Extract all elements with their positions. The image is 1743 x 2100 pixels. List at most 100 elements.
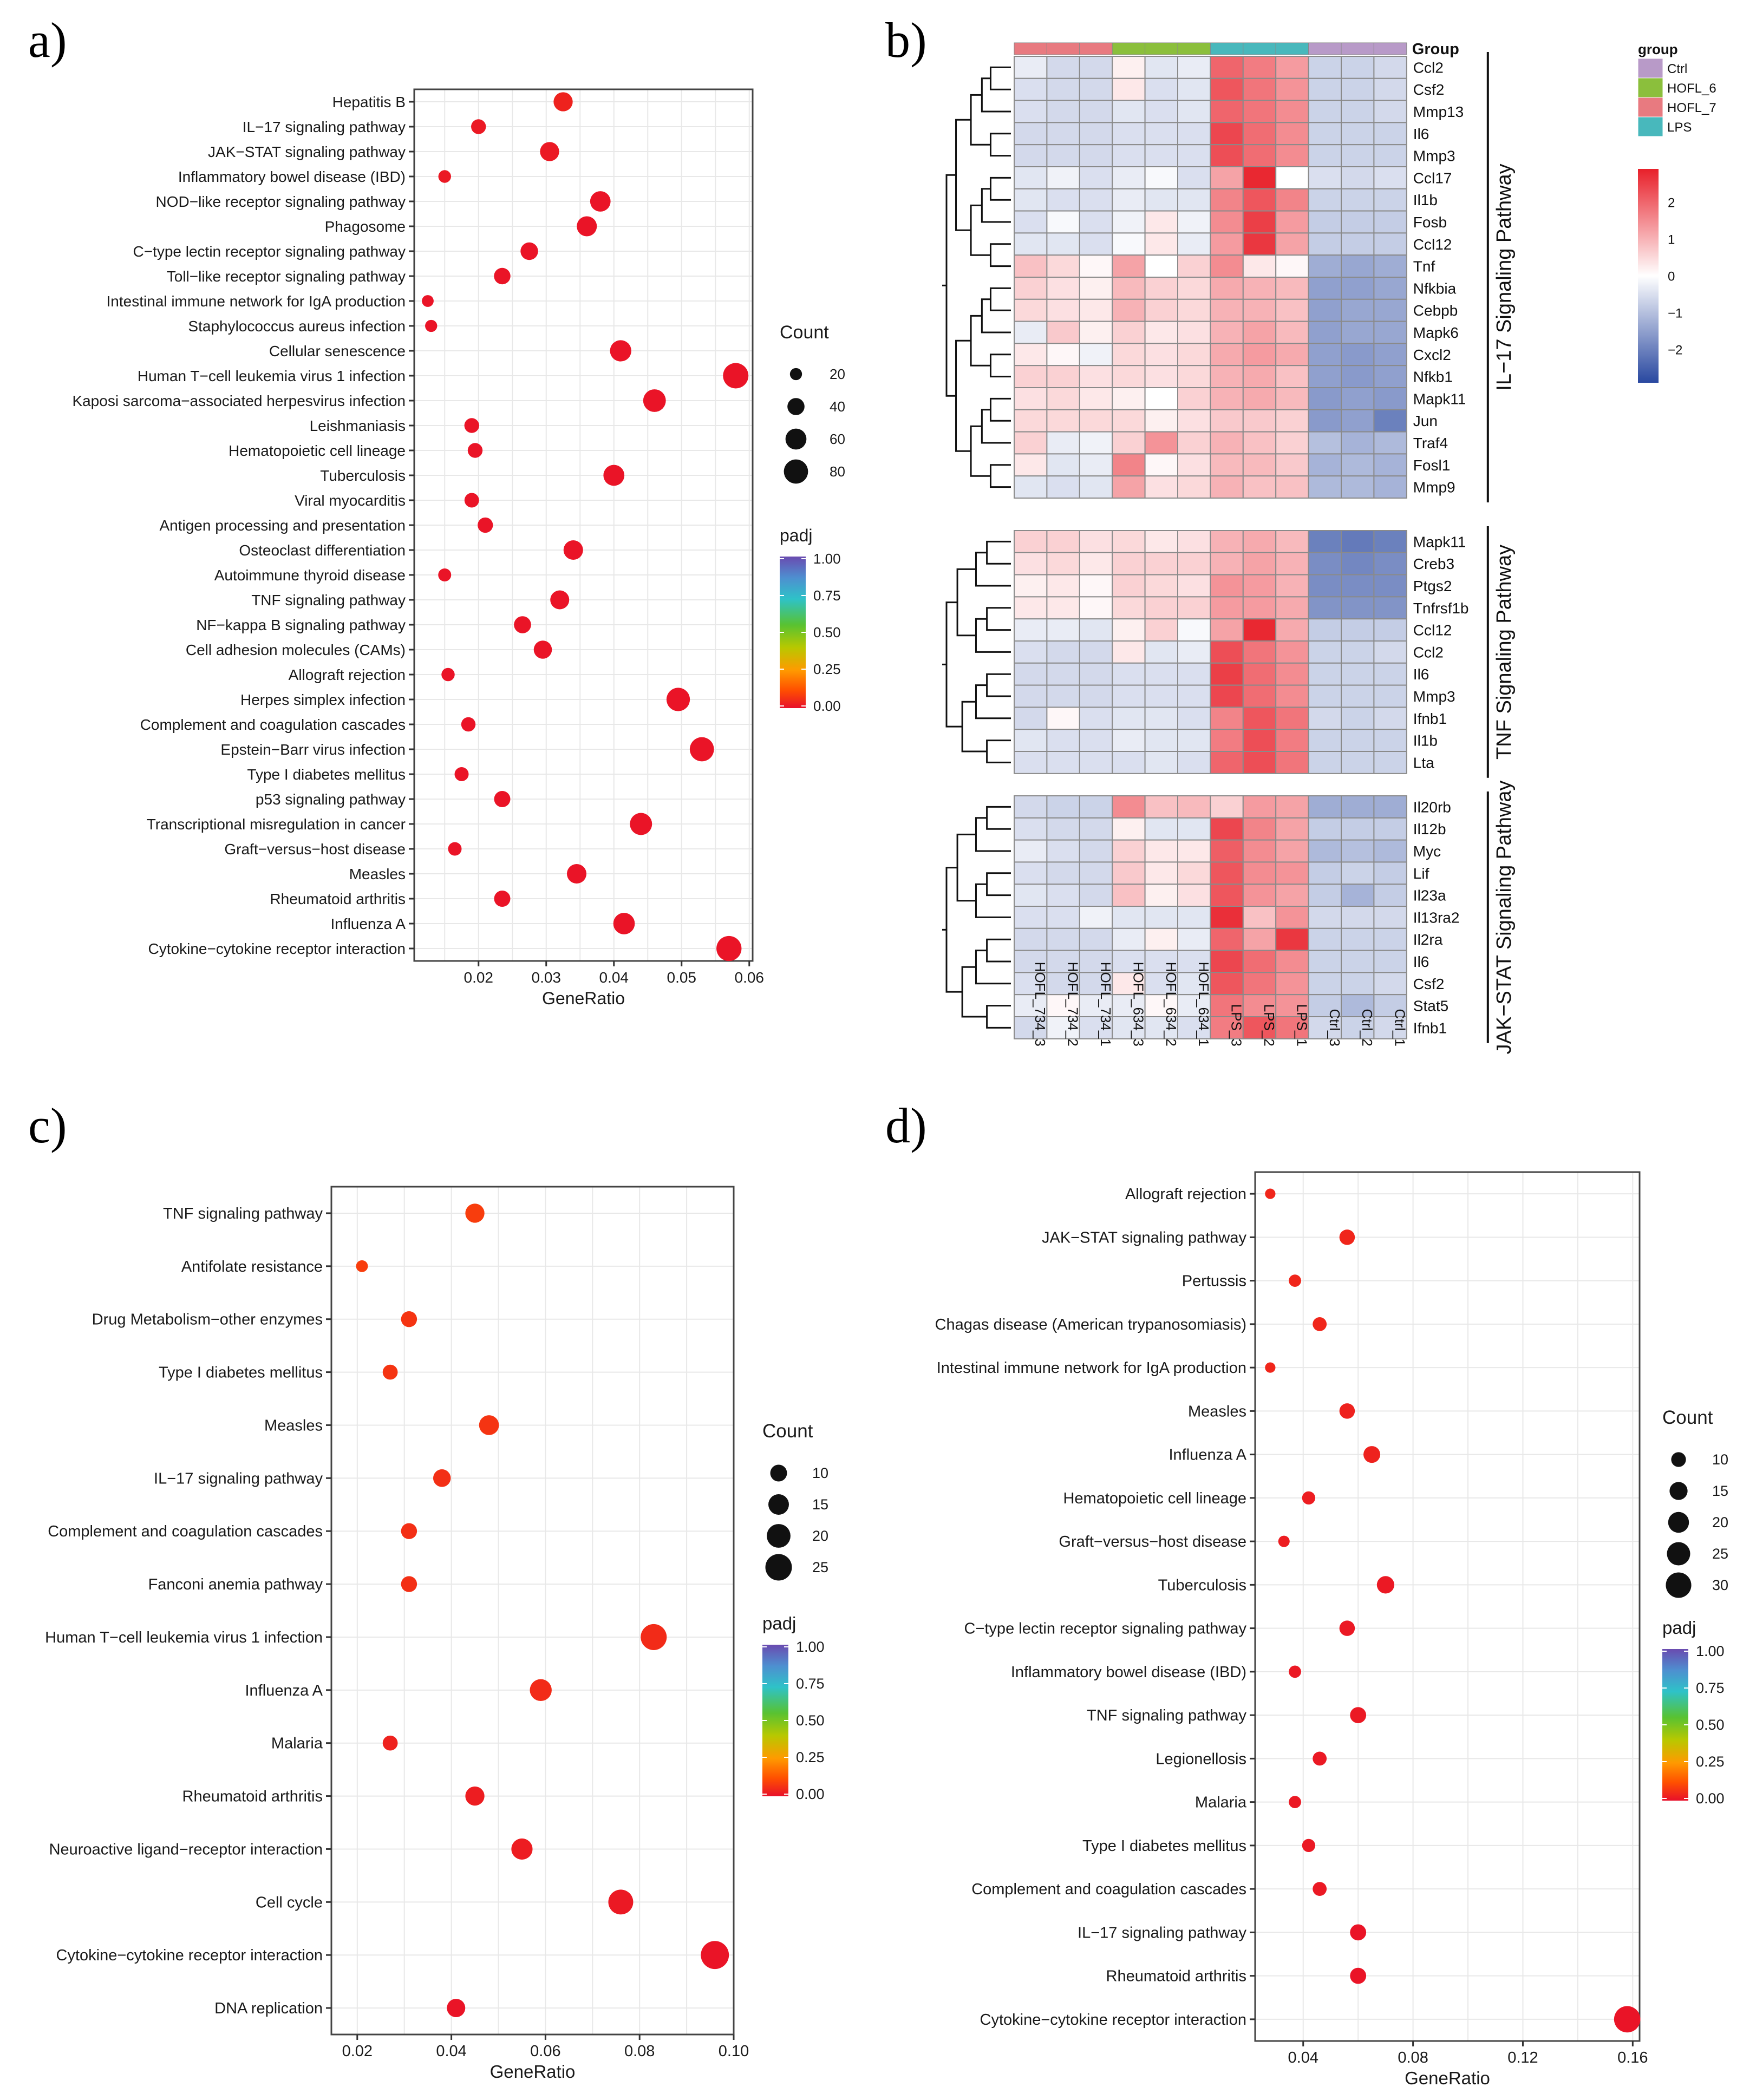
heatmap-cell: [1079, 684, 1113, 708]
heatmap-cell: [1242, 706, 1277, 730]
heatmap-cell: [1373, 277, 1407, 300]
heatmap-cell: [1242, 861, 1277, 885]
chart-a: Hepatitis B IL−17 signaling pathway JAK−ST…: [72, 88, 845, 1008]
group-annotation-cell: [1046, 42, 1080, 55]
heatmap-cell: [1210, 906, 1244, 929]
heatmap-cell: [1014, 751, 1048, 774]
heatmap-cell: [1144, 277, 1179, 300]
x-tick-label: 0.04: [436, 2043, 466, 2060]
x-tick-label: 0.12: [1507, 2049, 1538, 2066]
heatmap-cell: [1210, 188, 1244, 212]
data-point: [701, 1941, 729, 1970]
heatmap-cell: [1275, 927, 1309, 951]
heatmap-cell: [1210, 994, 1244, 1017]
heatmap-cell: [1275, 817, 1309, 841]
heatmap-cell: [1341, 232, 1375, 256]
y-tick-label: TNF signaling pathway: [251, 592, 406, 609]
heatmap-cell: [1210, 343, 1244, 367]
heatmap-cell: [1210, 684, 1244, 708]
heatmap-cell: [1373, 365, 1407, 389]
size-legend-dot: [1671, 1452, 1686, 1467]
heatmap-cell: [1014, 618, 1048, 642]
y-tick-label: Hematopoietic cell lineage: [1063, 1490, 1246, 1507]
group-annotation-cell: [1079, 42, 1113, 55]
row-label: Il6: [1413, 666, 1429, 683]
color-legend-label: 0.00: [813, 698, 841, 714]
heatmap-cell: [1046, 839, 1080, 863]
panel-label-a: a): [28, 12, 67, 68]
heatmap-cell: [1014, 77, 1048, 101]
heatmap-cell: [1046, 56, 1080, 79]
y-tick-label: Human T−cell leukemia virus 1 infection: [45, 1629, 323, 1646]
heatmap-cell: [1275, 188, 1309, 212]
heatmap-cell: [1341, 298, 1375, 322]
heatmap-cell: [1177, 662, 1211, 686]
heatmap-cell: [1210, 365, 1244, 389]
heatmap-cell: [1079, 1016, 1113, 1039]
chart-c: TNF signaling pathway Antifolate resistan…: [45, 1186, 828, 2082]
heatmap-cell: [1079, 729, 1113, 752]
y-tick-label: Cytokine−cytokine receptor interaction: [148, 940, 406, 957]
heatmap-cell: [1308, 475, 1342, 499]
heatmap-cell: [1242, 596, 1277, 620]
data-point: [1339, 1403, 1355, 1419]
heatmap-cell: [1308, 861, 1342, 885]
heatmap-cell: [1014, 927, 1048, 951]
heatmap-cell: [1177, 77, 1211, 101]
data-point: [1289, 1274, 1301, 1287]
heatmap-cell: [1112, 861, 1146, 885]
heatmap-cell: [1242, 839, 1277, 863]
heatmap-cell: [1177, 706, 1211, 730]
color-legend-label: 0.25: [1696, 1754, 1725, 1770]
y-tick-label: Malaria: [1195, 1794, 1247, 1811]
heatmap-cell: [1308, 795, 1342, 819]
color-legend-label: 0.75: [813, 587, 841, 604]
dendrogram-branch: [981, 298, 1011, 333]
row-label: Mmp13: [1413, 103, 1464, 120]
data-point: [643, 389, 666, 412]
heatmap-cell: [1079, 839, 1113, 863]
heatmap-cell: [1144, 817, 1179, 841]
heatmap-cell: [1144, 729, 1179, 752]
heatmap-cell: [1210, 861, 1244, 885]
column-label: HOFL_634_2: [1163, 962, 1179, 1046]
heatmap-cell: [1210, 662, 1244, 686]
y-tick-label: DNA replication: [214, 2000, 323, 2017]
heatmap-cell: [1112, 795, 1146, 819]
heatmap-cell: [1144, 122, 1179, 146]
heatmap-cell: [1144, 574, 1179, 598]
y-tick-label: Fanconi anemia pathway: [148, 1576, 323, 1593]
size-legend-title: Count: [762, 1421, 813, 1442]
heatmap-cell: [1014, 475, 1048, 499]
heatmap-cell: [1144, 618, 1179, 642]
size-legend-dot: [765, 1554, 792, 1581]
y-tick-label: Complement and coagulation cascades: [971, 1881, 1246, 1898]
heatmap-cell: [1046, 927, 1080, 951]
heatmap-cell: [1014, 640, 1048, 664]
heatmap-cell: [1308, 365, 1342, 389]
color-legend-label: 1.00: [1696, 1643, 1725, 1659]
heatmap-cell: [1177, 277, 1211, 300]
heatmap-cell: [1373, 166, 1407, 189]
data-point: [1289, 1665, 1301, 1678]
heatmap-cell: [1177, 596, 1211, 620]
heatmap-cell: [1177, 927, 1211, 951]
heatmap-cell: [1014, 684, 1048, 708]
row-label: Il13ra2: [1413, 909, 1460, 926]
dendrogram-branch: [970, 425, 991, 477]
heatmap-cell: [1210, 950, 1244, 973]
heatmap-cell: [1177, 453, 1211, 477]
heatmap-cell: [1046, 662, 1080, 686]
heatmap-cell: [1177, 232, 1211, 256]
heatmap-cell: [1046, 387, 1080, 410]
heatmap-cell: [1275, 409, 1309, 433]
heatmap-cell: [1144, 640, 1179, 664]
y-tick-label: Neuroactive ligand−receptor interaction: [49, 1841, 323, 1858]
size-legend-dot: [787, 398, 805, 415]
heatmap-cell: [1308, 817, 1342, 841]
group-annotation-cell: [1373, 42, 1407, 55]
group-legend-label: HOFL_6: [1667, 81, 1716, 96]
group-legend-swatch: [1637, 97, 1663, 117]
data-point: [1302, 1839, 1316, 1853]
heatmap-cell: [1079, 166, 1113, 189]
